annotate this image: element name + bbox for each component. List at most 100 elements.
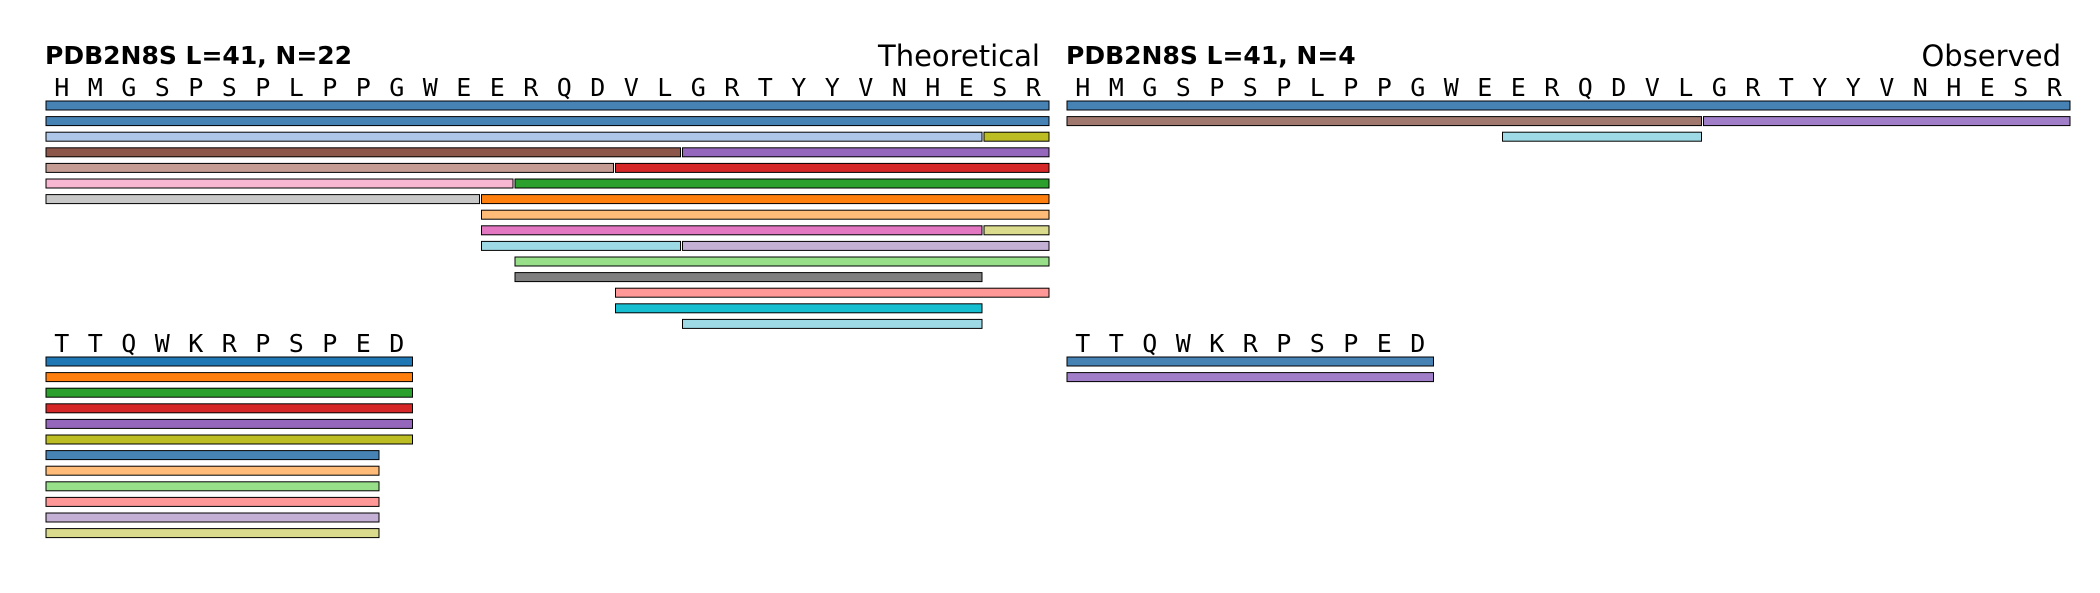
peptide-bar: [45, 496, 380, 507]
residue-letter: D: [389, 329, 404, 358]
residue-letter: V: [624, 73, 639, 102]
residue-letter: P: [1276, 329, 1291, 358]
residue-letter: D: [590, 73, 605, 102]
residue-letter: E: [1377, 329, 1392, 358]
peptide-bar: [45, 100, 1050, 111]
residue-letter: Q: [1578, 73, 1593, 102]
peptide-bar: [481, 225, 983, 236]
peptide-bar: [45, 481, 380, 492]
peptide-bar: [983, 131, 1050, 142]
peptide-bar: [1066, 356, 1434, 367]
residue-letter: V: [1645, 73, 1660, 102]
observed-title: PDB2N8S L=41, N=4: [1066, 41, 1356, 70]
residue-letter: K: [1209, 329, 1224, 358]
peptide-bar: [45, 387, 413, 398]
residue-letter: W: [1176, 329, 1192, 358]
residue-letter: D: [1410, 329, 1425, 358]
residue-letter: G: [121, 73, 136, 102]
peptide-bar: [615, 303, 983, 314]
residue-letter: L: [1310, 73, 1325, 102]
residue-letter: Q: [557, 73, 572, 102]
residue-letter: D: [1611, 73, 1626, 102]
peptide-bar: [682, 240, 1050, 251]
residue-letter: L: [657, 73, 672, 102]
peptide-bar: [45, 178, 514, 189]
residue-letter: E: [1511, 73, 1526, 102]
peptide-bar: [1066, 116, 1702, 127]
peptide-bar: [45, 372, 413, 383]
residue-letter: E: [1477, 73, 1492, 102]
residue-letter: E: [356, 329, 371, 358]
observed-label: Observed: [1921, 39, 2061, 73]
residue-letter: W: [155, 329, 171, 358]
residue-letter: G: [1712, 73, 1727, 102]
residue-letter: Y: [825, 73, 840, 102]
residue-letter: P: [255, 73, 270, 102]
residue-letter: E: [490, 73, 505, 102]
residue-letter: E: [456, 73, 471, 102]
residue-letter: H: [54, 73, 69, 102]
peptide-bar: [1066, 372, 1434, 383]
residue-letter: S: [2013, 73, 2028, 102]
residue-letter: P: [322, 329, 337, 358]
peptide-bar: [45, 450, 380, 461]
peptide-bar: [514, 272, 983, 283]
residue-letter: T: [88, 329, 103, 358]
theoretical-bars-row2: [45, 356, 413, 539]
peptide-bar: [481, 209, 1050, 220]
residue-letter: K: [188, 329, 203, 358]
peptide-bar: [615, 162, 1050, 173]
residue-letter: R: [1544, 73, 1560, 102]
residue-letter: T: [758, 73, 773, 102]
residue-letter: G: [1142, 73, 1157, 102]
residue-letter: V: [858, 73, 873, 102]
residue-letter: R: [523, 73, 539, 102]
residue-letter: Y: [1846, 73, 1861, 102]
residue-letter: T: [1109, 329, 1124, 358]
residue-letter: R: [222, 329, 238, 358]
peptide-bar: [45, 356, 413, 367]
residue-letter: Q: [121, 329, 136, 358]
residue-letter: Q: [1142, 329, 1157, 358]
peptide-bar: [45, 512, 380, 523]
peptide-bar: [1502, 131, 1702, 142]
residue-letter: P: [1343, 329, 1358, 358]
theoretical-bars-row1: [45, 100, 1050, 329]
residue-letter: M: [88, 73, 103, 102]
residue-letter: M: [1109, 73, 1124, 102]
peptide-bar: [514, 256, 1050, 267]
residue-letter: R: [1243, 329, 1259, 358]
residue-letter: H: [1075, 73, 1090, 102]
residue-letter: P: [1276, 73, 1291, 102]
peptide-bar: [983, 225, 1050, 236]
residue-letter: Y: [1812, 73, 1827, 102]
residue-letter: R: [1026, 73, 1042, 102]
residue-letter: P: [255, 329, 270, 358]
residue-letter: G: [1410, 73, 1425, 102]
peptide-bar: [45, 465, 380, 476]
peptide-bar: [45, 528, 380, 539]
peptide-bar: [45, 434, 413, 445]
residue-letter: P: [188, 73, 203, 102]
residue-letter: L: [1678, 73, 1693, 102]
peptide-bar: [45, 162, 614, 173]
peptide-bar: [45, 131, 983, 142]
residue-letter: T: [54, 329, 69, 358]
theoretical-label: Theoretical: [877, 39, 1040, 73]
peptide-bar: [682, 318, 983, 329]
residue-letter: R: [724, 73, 740, 102]
residue-letter: N: [892, 73, 907, 102]
residue-letter: S: [289, 329, 304, 358]
residue-letter: H: [925, 73, 940, 102]
residue-letter: E: [959, 73, 974, 102]
peptide-bar: [514, 178, 1050, 189]
residue-letter: H: [1946, 73, 1961, 102]
residue-letter: P: [356, 73, 371, 102]
peptide-bar: [45, 403, 413, 414]
residue-letter: P: [1377, 73, 1392, 102]
peptide-bar: [481, 240, 681, 251]
